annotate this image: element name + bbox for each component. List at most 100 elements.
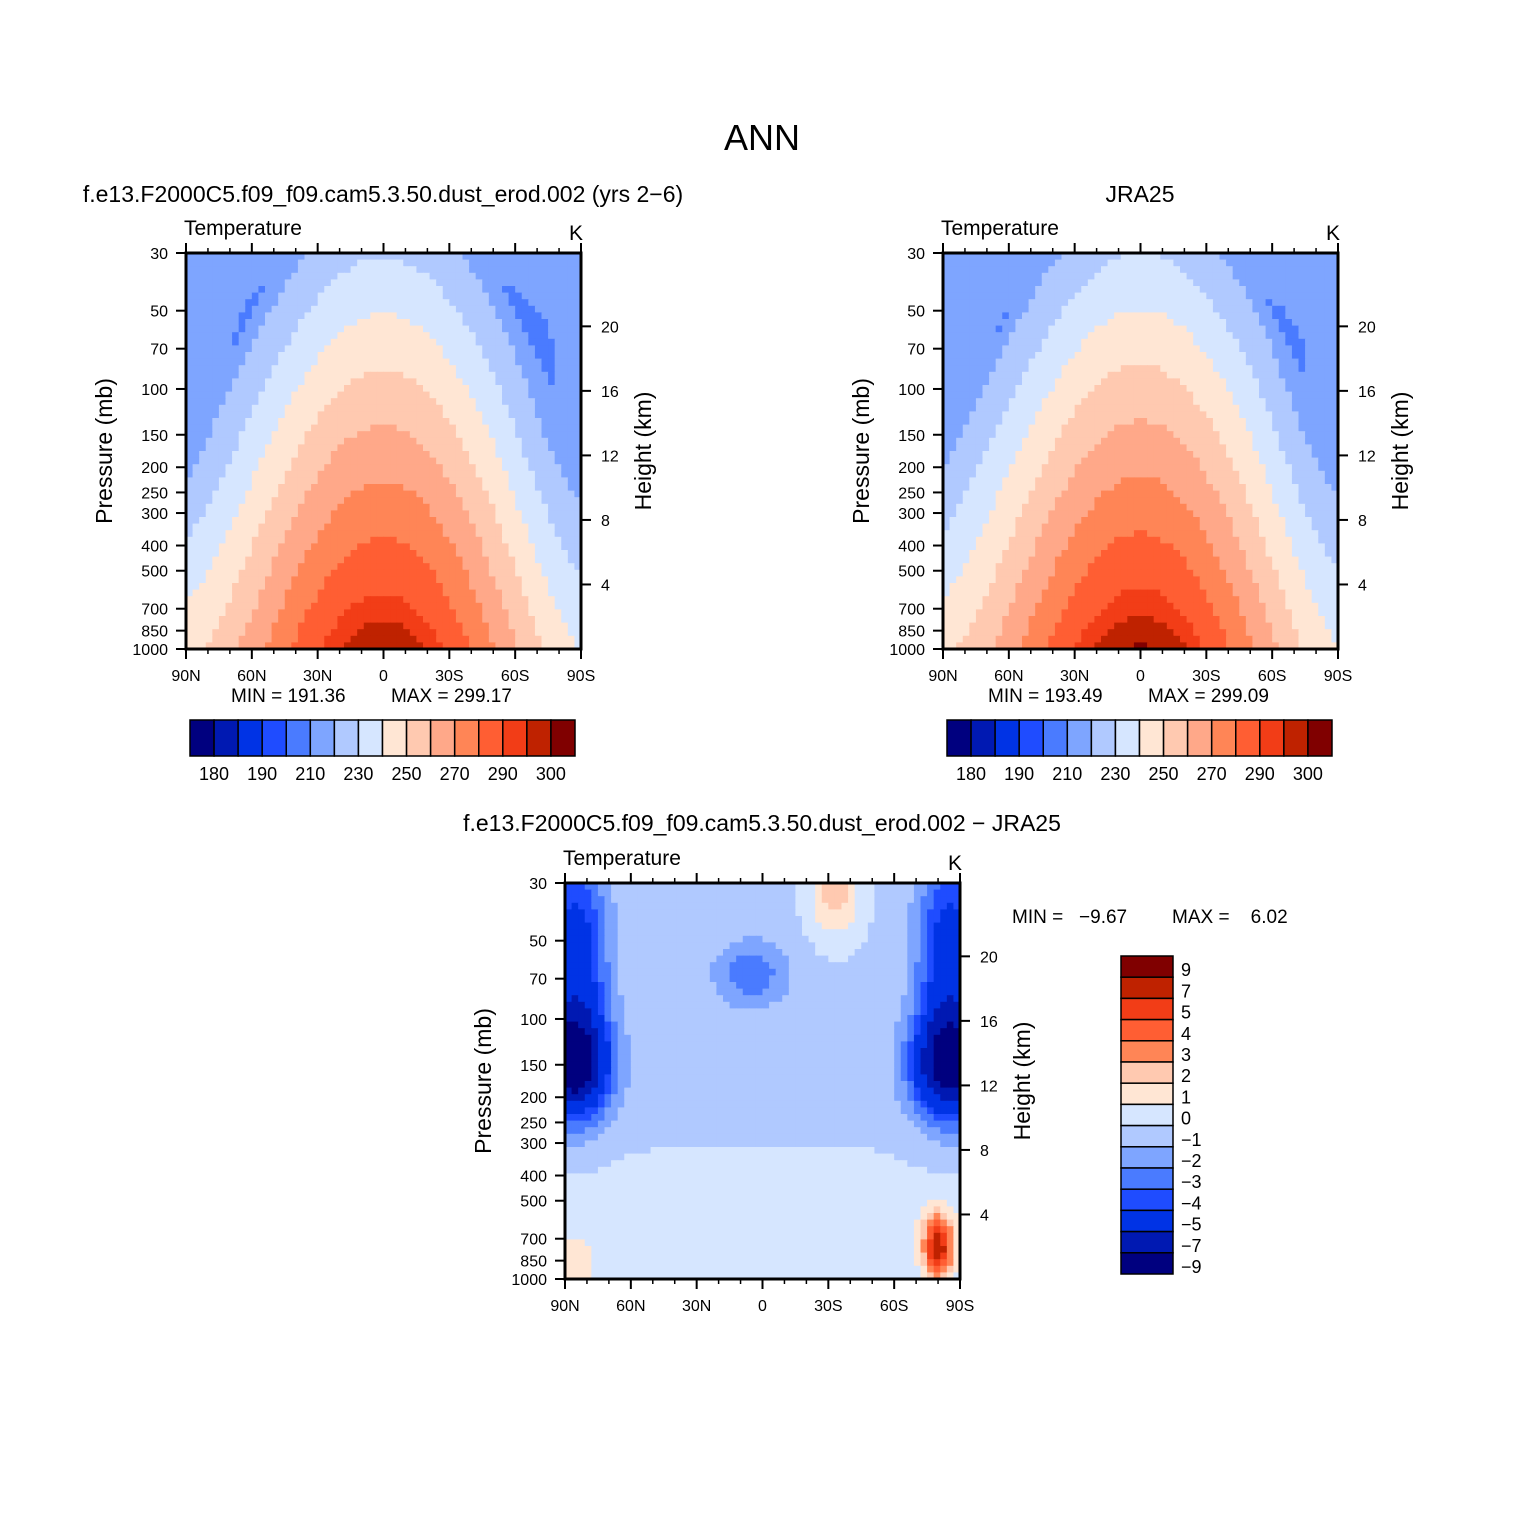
field-cell bbox=[324, 286, 332, 294]
field-cell bbox=[1035, 272, 1043, 280]
field-cell bbox=[1160, 259, 1168, 267]
field-cell bbox=[1285, 365, 1293, 373]
field-cell bbox=[554, 431, 562, 439]
field-cell bbox=[317, 490, 325, 498]
field-cell bbox=[1259, 352, 1267, 360]
field-cell bbox=[278, 391, 286, 399]
field-cell bbox=[1087, 358, 1096, 366]
field-cell bbox=[337, 305, 345, 313]
field-cell bbox=[567, 616, 576, 624]
field-cell bbox=[192, 609, 200, 617]
field-cell bbox=[1054, 299, 1063, 307]
field-cell bbox=[541, 253, 549, 261]
field-cell bbox=[495, 253, 503, 261]
field-cell bbox=[449, 622, 457, 630]
field-cell bbox=[1028, 299, 1036, 307]
field-cell bbox=[1147, 332, 1155, 340]
field-cell bbox=[1259, 299, 1267, 307]
field-cell bbox=[1120, 385, 1128, 393]
field-cell bbox=[455, 431, 464, 439]
field-cell bbox=[258, 411, 266, 419]
field-cell bbox=[311, 635, 319, 643]
field-cell bbox=[482, 484, 490, 492]
field-cell bbox=[508, 477, 516, 485]
field-cell bbox=[995, 305, 1003, 313]
y-right-tick-label: 12 bbox=[601, 448, 619, 465]
field-cell bbox=[218, 517, 227, 525]
field-cell bbox=[258, 305, 266, 313]
field-cell bbox=[1278, 358, 1286, 366]
field-cell bbox=[192, 616, 200, 624]
field-cell bbox=[1199, 385, 1207, 393]
y-tick-label: 70 bbox=[150, 342, 168, 359]
field-cell bbox=[455, 411, 464, 419]
field-cell bbox=[1265, 319, 1273, 327]
field-cell bbox=[1305, 358, 1313, 366]
field-cell bbox=[521, 431, 529, 439]
field-cell bbox=[396, 642, 404, 650]
field-cell bbox=[258, 299, 266, 307]
field-cell bbox=[943, 358, 951, 366]
field-cell bbox=[186, 484, 194, 492]
field-cell bbox=[1305, 319, 1313, 327]
field-cell bbox=[995, 253, 1003, 261]
field-cell bbox=[304, 563, 312, 571]
field-cell bbox=[192, 530, 200, 538]
field-cell bbox=[311, 503, 319, 511]
field-cell bbox=[541, 437, 549, 445]
field-cell bbox=[515, 404, 523, 412]
field-cell bbox=[258, 477, 266, 485]
field-cell bbox=[1239, 345, 1247, 353]
field-cell bbox=[317, 470, 325, 478]
field-cell bbox=[304, 497, 312, 505]
field-cell bbox=[330, 378, 339, 386]
field-cell bbox=[469, 345, 477, 353]
field-cell bbox=[442, 583, 450, 591]
field-cell bbox=[554, 609, 562, 617]
field-cell bbox=[1153, 358, 1161, 366]
field-cell bbox=[1127, 345, 1135, 353]
field-cell bbox=[330, 385, 339, 393]
field-cell bbox=[482, 332, 490, 340]
field-cell bbox=[1245, 338, 1254, 346]
field-cell bbox=[383, 312, 391, 320]
field-cell bbox=[475, 464, 483, 472]
field-cell bbox=[376, 484, 385, 492]
field-cell bbox=[1107, 319, 1115, 327]
field-cell bbox=[403, 451, 411, 459]
field-cell bbox=[455, 319, 464, 327]
field-cell bbox=[363, 437, 371, 445]
field-cell bbox=[245, 378, 253, 386]
field-cell bbox=[1028, 325, 1036, 333]
field-cell bbox=[218, 550, 227, 558]
field-cell bbox=[311, 444, 319, 452]
field-cell bbox=[297, 418, 306, 426]
field-cell bbox=[245, 299, 253, 307]
y-tick-label: 400 bbox=[141, 539, 168, 556]
field-cell bbox=[330, 530, 339, 538]
field-cell bbox=[186, 365, 194, 373]
field-cell bbox=[541, 259, 549, 267]
field-cell bbox=[1232, 286, 1240, 294]
panel-model-min-label: MIN = 191.36 bbox=[231, 686, 346, 707]
field-cell bbox=[574, 470, 582, 478]
field-cell bbox=[1311, 279, 1319, 287]
field-cell bbox=[330, 497, 339, 505]
field-cell bbox=[1022, 292, 1030, 300]
field-cell bbox=[1147, 279, 1155, 287]
field-cell bbox=[1127, 325, 1135, 333]
field-cell bbox=[1041, 332, 1049, 340]
field-cell bbox=[528, 550, 536, 558]
field-cell bbox=[1318, 325, 1326, 333]
field-cell bbox=[1140, 365, 1148, 373]
field-cell bbox=[1199, 279, 1207, 287]
field-cell bbox=[482, 457, 490, 465]
field-cell bbox=[258, 391, 266, 399]
field-cell bbox=[567, 259, 576, 267]
field-cell bbox=[350, 378, 358, 386]
field-cell bbox=[311, 543, 319, 551]
field-cell bbox=[251, 398, 260, 406]
field-cell bbox=[515, 543, 523, 551]
field-cell bbox=[396, 589, 404, 597]
field-cell bbox=[1331, 312, 1339, 320]
